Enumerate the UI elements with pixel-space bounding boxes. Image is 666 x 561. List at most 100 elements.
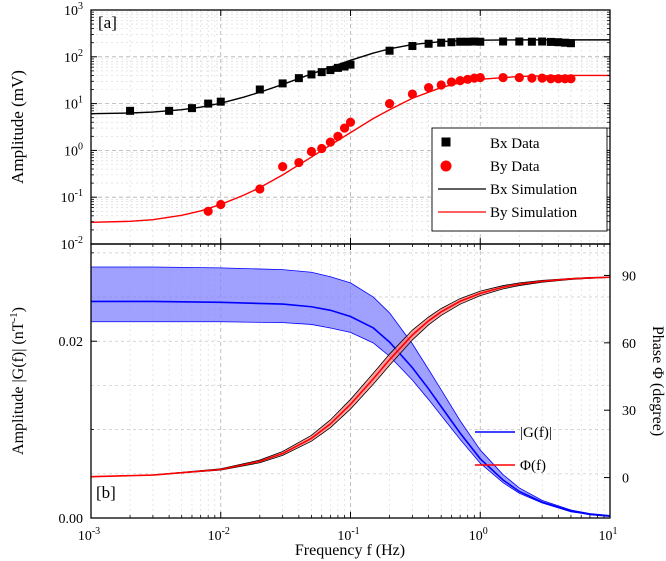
legend-by-data-label: By Data: [490, 159, 540, 175]
y-tick-label: 101: [64, 95, 83, 113]
panel-a-y-axis-title: Amplitude (mV): [8, 70, 27, 184]
bx-data-point: [476, 37, 485, 46]
bx-data-point: [456, 37, 465, 46]
x-tick-label-base: 10: [599, 529, 613, 544]
bx-data-point: [340, 62, 349, 71]
x-tick-label: 10-3: [78, 526, 100, 544]
panel-b-plot-area: [91, 266, 610, 518]
panel-b-y-axis-title-sup: -1: [8, 312, 20, 321]
bx-data-point: [216, 97, 225, 106]
bx-data-point: [499, 37, 508, 46]
bx-simulation-line: [91, 39, 610, 115]
phi-f-band-upper-edge: [91, 276, 610, 478]
legend-bx-data-marker: [441, 137, 451, 147]
bx-data-point: [527, 37, 536, 46]
y-tick-label: 10-2: [61, 235, 83, 253]
y-tick-label-base: 10: [61, 191, 75, 206]
y-tick-label: 10-1: [61, 188, 83, 206]
x-tick-label-exp: -2: [222, 526, 230, 537]
bx-data-point: [561, 38, 570, 47]
bx-data-point: [546, 37, 555, 46]
y-tick-label-exp: 2: [78, 48, 83, 59]
by-data-point: [424, 82, 434, 93]
y2-tick-label: 30: [622, 404, 636, 419]
phi-f-band-lower-edge: [91, 277, 610, 478]
by-data-point: [514, 72, 524, 83]
bx-data-point: [515, 37, 524, 46]
bx-data-point: [566, 39, 575, 48]
by-data-point: [384, 99, 395, 109]
x-tick-label: 10-2: [208, 526, 230, 544]
panel-b-x-axis-title: Frequency f (Hz): [295, 542, 405, 559]
y-tick-label-exp: -1: [75, 188, 83, 199]
legend-g-label: |G(f)|: [520, 425, 552, 441]
y-tick-label-exp: 1: [78, 95, 83, 106]
by-data-point: [278, 162, 288, 172]
bx-data-point: [317, 68, 326, 77]
x-tick-label-base: 10: [78, 529, 92, 544]
panel-b-y2-axis-title: Phase Φ (degree): [649, 326, 666, 436]
legend-phi-label: Φ(f): [520, 458, 546, 474]
bx-data-point: [437, 38, 446, 47]
panel-b-frame: [90, 243, 611, 519]
x-tick-label-base: 10: [208, 529, 222, 544]
bx-data-point: [554, 38, 563, 47]
bx-data-point: [204, 99, 213, 108]
y-tick-label: 0.02: [59, 335, 84, 350]
bx-data-point: [126, 106, 135, 115]
panel-b-y-axis-title: Amplitude |G(f)| (nT-1): [8, 307, 27, 455]
g-f-band-lower-edge: [91, 321, 610, 517]
panel-a-grid: [91, 10, 610, 244]
x-tick-label-exp: -1: [351, 526, 359, 537]
by-data-point: [537, 73, 547, 83]
x-tick-label: 10-1: [337, 526, 359, 544]
x-tick-label: 100: [469, 526, 488, 544]
panel-b-y-axis-title-tail: ): [10, 307, 27, 312]
bx-data-point: [278, 79, 287, 88]
y-tick-label-base: 10: [64, 4, 78, 19]
y2-tick-label: 0: [622, 472, 629, 487]
phi-f-line: [91, 276, 610, 478]
by-data-point: [345, 117, 356, 127]
y-tick-label: 100: [64, 141, 83, 159]
y-tick-label-exp: -2: [75, 235, 83, 246]
x-tick-label-exp: -3: [92, 526, 100, 537]
x-tick-label-base: 10: [337, 529, 351, 544]
x-tick-label-exp: 0: [483, 526, 488, 537]
bx-data-point: [463, 37, 472, 46]
panel-a-legend-box: [431, 127, 608, 232]
by-data-point: [566, 74, 576, 84]
legend-by-data-marker: [440, 160, 452, 172]
by-data-point: [339, 123, 350, 133]
y-tick-label-base: 10: [64, 144, 78, 159]
bx-data-point: [326, 66, 335, 75]
legend-by-simulation-label: By Simulation: [490, 205, 578, 221]
legend-bx-data-label: Bx Data: [490, 136, 540, 152]
panel-b-legend: |G(f)| Φ(f): [475, 425, 552, 474]
y-tick-label: 102: [64, 48, 83, 66]
g-f-band: [91, 266, 610, 517]
bx-data-point: [470, 37, 479, 46]
bx-data-point: [538, 37, 547, 46]
y2-tick-label: 60: [622, 337, 636, 352]
bx-data-point: [385, 46, 394, 55]
by-data-point: [527, 73, 537, 83]
x-tick-label-base: 10: [469, 529, 483, 544]
bx-data-point: [424, 39, 433, 48]
y-tick-label-base: 10: [64, 98, 78, 113]
by-data-point: [553, 74, 563, 84]
panel-b-y-axis-title-main: Amplitude |G(f)| (nT: [10, 321, 27, 455]
y-tick-label-base: 10: [61, 238, 75, 253]
g-f-band-upper-edge: [91, 266, 610, 516]
y-tick-label: 103: [64, 1, 83, 19]
by-data-point: [475, 72, 485, 83]
y-tick-label-exp: 0: [78, 141, 83, 152]
panel-b-label: [b]: [96, 483, 116, 502]
bx-data-point: [408, 42, 417, 51]
y-tick-label: 0.00: [59, 512, 84, 527]
bx-data-point: [255, 85, 264, 94]
by-data-point: [317, 143, 327, 154]
